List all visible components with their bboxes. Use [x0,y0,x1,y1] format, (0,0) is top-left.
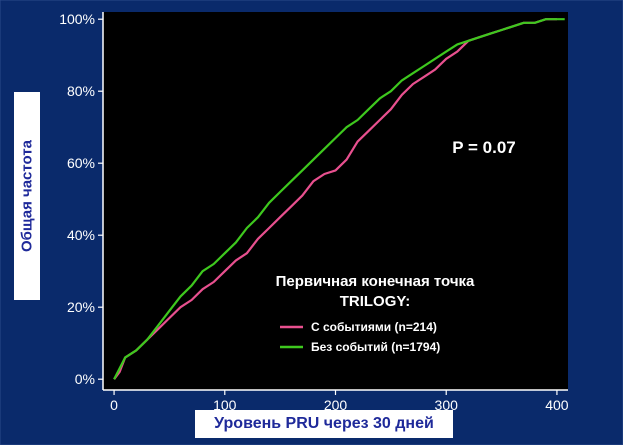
x-tick-label: 0 [110,397,118,413]
y-axis-title: Общая частота [18,139,36,253]
legend-label-no-events: Без событий (n=1794) [311,340,440,354]
legend-title-line-1: Первичная конечная точка [276,273,475,290]
y-tick-label: 100% [59,11,95,27]
x-tick-label: 400 [545,397,569,413]
legend: Первичная конечная точка TRILOGY: С собы… [276,273,475,354]
x-axis-title-box: Уровень PRU через 30 дней [195,410,453,438]
legend-label-events: С событиями (n=214) [311,320,437,334]
axes: 0% 20% 40% 60% 80% 100% 0 100 200 300 400 [59,11,569,413]
x-tick-label: 200 [324,397,348,413]
x-tick-label: 100 [213,397,237,413]
y-tick-label: 0% [75,371,95,387]
x-tick-label: 300 [435,397,459,413]
plot-area [103,12,568,390]
y-tick-label: 60% [67,155,95,171]
p-value-annotation: P = 0.07 [452,138,516,157]
y-tick-label: 20% [67,299,95,315]
series-lines [113,18,565,380]
y-tick-label: 80% [67,83,95,99]
series-line-no-events [113,18,565,380]
y-axis-title-box [14,92,40,300]
x-axis-title: Уровень PRU через 30 дней [214,415,434,432]
y-tick-label: 40% [67,227,95,243]
legend-title-line-2: TRILOGY: [340,293,411,310]
